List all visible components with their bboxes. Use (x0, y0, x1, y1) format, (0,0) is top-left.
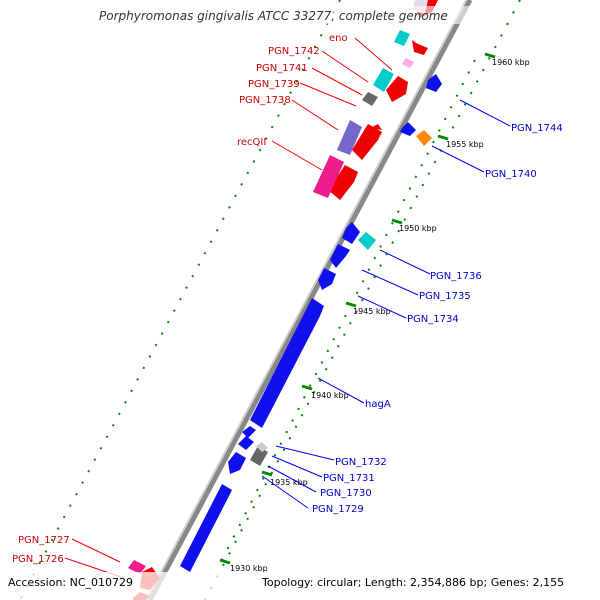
gene-block[interactable] (394, 30, 410, 46)
reverse-label-leaders (261, 99, 511, 509)
map-title: Porphyromonas gingivalis ATCC 33277, com… (99, 9, 448, 23)
genome-summary-text: Topology: circular; Length: 2,354,886 bp… (261, 576, 564, 589)
gene-block[interactable] (370, 124, 382, 130)
forward-gene-labels: eno PGN_1742 PGN_1741 PGN_1739 PGN_1738 … (12, 33, 348, 565)
gene-label[interactable]: PGN_1732 (335, 457, 387, 468)
gene-label[interactable]: PGN_1739 (248, 79, 300, 90)
gene-arrow[interactable] (400, 122, 416, 136)
gene-block[interactable] (337, 120, 362, 155)
gene-label[interactable]: PGN_1736 (430, 271, 482, 282)
gene-arrow[interactable] (180, 484, 232, 572)
kbp-label: 1935 kbp (270, 478, 308, 487)
gene-label[interactable]: eno (329, 33, 348, 44)
gene-block[interactable] (373, 68, 394, 92)
kbp-label: 1940 kbp (311, 391, 349, 400)
genome-backbone (145, 0, 473, 600)
gene-arrow[interactable] (250, 298, 324, 428)
gene-label[interactable]: PGN_1744 (511, 123, 563, 134)
gene-arrow[interactable] (342, 222, 360, 244)
gene-block[interactable] (362, 92, 378, 106)
outer-dotted-ring (204, 0, 521, 600)
gene-arrow[interactable] (426, 74, 442, 92)
gene-arrow[interactable] (412, 40, 428, 55)
gene-label[interactable]: hagA (365, 399, 391, 410)
kbp-ticks (219, 52, 496, 565)
gene-label[interactable]: PGN_1729 (312, 504, 364, 515)
gene-block[interactable] (313, 155, 344, 198)
forward-genes (128, 0, 438, 600)
inner-dotted-ring (19, 0, 341, 600)
gene-label[interactable]: PGN_1731 (323, 473, 375, 484)
gene-label[interactable]: recQII (237, 137, 266, 148)
gene-label[interactable]: PGN_1740 (485, 169, 537, 180)
kbp-label: 1960 kbp (492, 58, 530, 67)
gene-arrow[interactable] (238, 436, 254, 450)
forward-label-leaders (64, 37, 393, 579)
gene-arrow[interactable] (318, 268, 336, 290)
gene-block[interactable] (402, 58, 414, 68)
gene-label[interactable]: PGN_1734 (407, 314, 459, 325)
gene-arrow[interactable] (242, 426, 256, 438)
gene-block[interactable] (358, 232, 376, 250)
gene-label[interactable]: PGN_1730 (320, 488, 372, 499)
reverse-genes (180, 74, 442, 572)
kbp-label: 1950 kbp (399, 224, 437, 233)
gene-block[interactable] (416, 130, 432, 146)
gene-block[interactable] (128, 560, 146, 574)
kbp-label: 1955 kbp (446, 140, 484, 149)
gene-label[interactable]: PGN_1726 (12, 554, 64, 565)
gene-arrow[interactable] (386, 76, 408, 102)
gene-arrow[interactable] (352, 124, 382, 160)
gene-arrow[interactable] (228, 452, 246, 474)
gene-label[interactable]: PGN_1735 (419, 291, 471, 302)
gene-block[interactable] (256, 442, 268, 452)
gene-label[interactable]: PGN_1742 (268, 46, 320, 57)
gene-label[interactable]: PGN_1741 (256, 63, 308, 74)
gene-label[interactable]: PGN_1727 (18, 535, 70, 546)
reverse-gene-labels: PGN_1744 PGN_1740 PGN_1736 PGN_1735 PGN_… (312, 123, 563, 515)
accession-text: Accession: NC_010729 (8, 576, 133, 589)
gene-arrow[interactable] (330, 244, 350, 268)
kbp-label: 1945 kbp (353, 307, 391, 316)
gene-label[interactable]: PGN_1738 (239, 95, 291, 106)
kbp-labels: 1960 kbp 1955 kbp 1950 kbp 1945 kbp 1940… (230, 58, 530, 573)
kbp-label: 1930 kbp (230, 564, 268, 573)
gene-arrow[interactable] (328, 165, 358, 200)
